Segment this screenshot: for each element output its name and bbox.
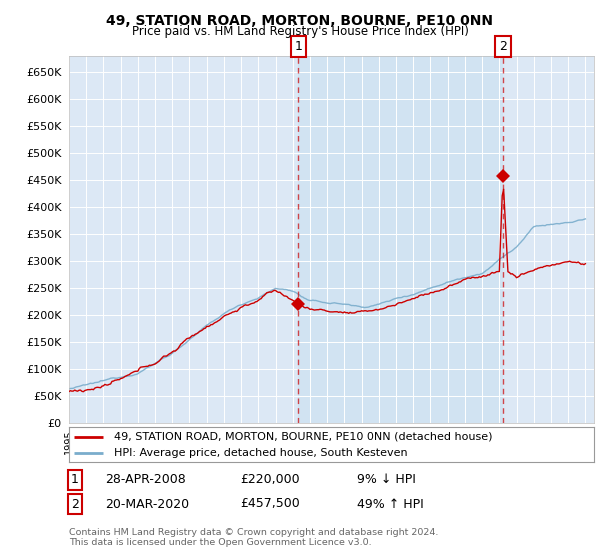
Text: £220,000: £220,000	[240, 473, 299, 487]
Text: Price paid vs. HM Land Registry's House Price Index (HPI): Price paid vs. HM Land Registry's House …	[131, 25, 469, 38]
Bar	[298, 56, 503, 423]
Text: Contains HM Land Registry data © Crown copyright and database right 2024.
This d: Contains HM Land Registry data © Crown c…	[69, 528, 439, 547]
Text: 2: 2	[71, 497, 79, 511]
Text: 49, STATION ROAD, MORTON, BOURNE, PE10 0NN: 49, STATION ROAD, MORTON, BOURNE, PE10 0…	[107, 14, 493, 28]
Text: 1: 1	[295, 40, 302, 53]
Text: 49, STATION ROAD, MORTON, BOURNE, PE10 0NN (detached house): 49, STATION ROAD, MORTON, BOURNE, PE10 0…	[113, 432, 492, 442]
Text: 9% ↓ HPI: 9% ↓ HPI	[357, 473, 416, 487]
Text: 20-MAR-2020: 20-MAR-2020	[105, 497, 189, 511]
Text: 2: 2	[499, 40, 507, 53]
Text: £457,500: £457,500	[240, 497, 300, 511]
Text: HPI: Average price, detached house, South Kesteven: HPI: Average price, detached house, Sout…	[113, 448, 407, 458]
Text: 49% ↑ HPI: 49% ↑ HPI	[357, 497, 424, 511]
Text: 1: 1	[71, 473, 79, 487]
Text: 28-APR-2008: 28-APR-2008	[105, 473, 186, 487]
